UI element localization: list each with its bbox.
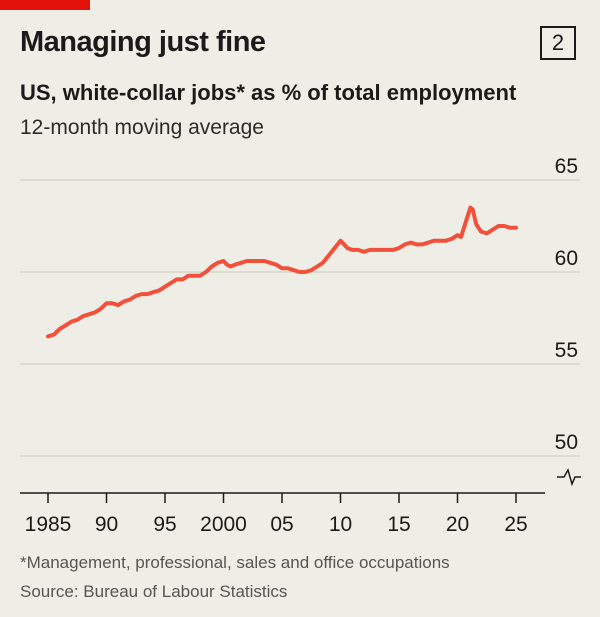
chart-number-badge: 2 bbox=[540, 26, 576, 60]
y-tick-label: 65 bbox=[555, 155, 578, 178]
x-axis bbox=[20, 492, 545, 503]
series-lines bbox=[46, 205, 518, 339]
y-tick-label: 60 bbox=[555, 247, 578, 270]
brand-red-tag bbox=[0, 0, 90, 10]
y-tick-labels: 50 55 60 65 bbox=[555, 155, 578, 454]
x-tick-label: 10 bbox=[329, 513, 352, 536]
source-note: Source: Bureau of Labour Statistics bbox=[20, 582, 288, 601]
x-tick-label: 90 bbox=[95, 513, 118, 536]
series-line-0 bbox=[46, 205, 518, 339]
x-tick-label: 2000 bbox=[200, 513, 247, 536]
x-tick-label: 20 bbox=[446, 513, 469, 536]
footnote: *Management, professional, sales and off… bbox=[20, 553, 450, 572]
x-tick-label: 1985 bbox=[25, 513, 72, 536]
chart-title: Managing just fine bbox=[20, 26, 266, 58]
x-tick-label: 05 bbox=[270, 513, 293, 536]
y-tick-label: 55 bbox=[555, 339, 578, 362]
x-tick-label: 15 bbox=[387, 513, 410, 536]
y-tick-label: 50 bbox=[555, 431, 578, 454]
chart-subtitle-secondary: 12-month moving average bbox=[20, 116, 264, 139]
chart-subtitle: US, white-collar jobs* as % of total emp… bbox=[20, 80, 517, 105]
axis-break-mark bbox=[557, 468, 581, 487]
x-tick-labels: 1985 90 95 2000 05 10 15 20 25 bbox=[25, 513, 528, 536]
gridlines bbox=[20, 179, 580, 457]
x-tick-label: 95 bbox=[153, 513, 176, 536]
x-tick-label: 25 bbox=[504, 513, 527, 536]
